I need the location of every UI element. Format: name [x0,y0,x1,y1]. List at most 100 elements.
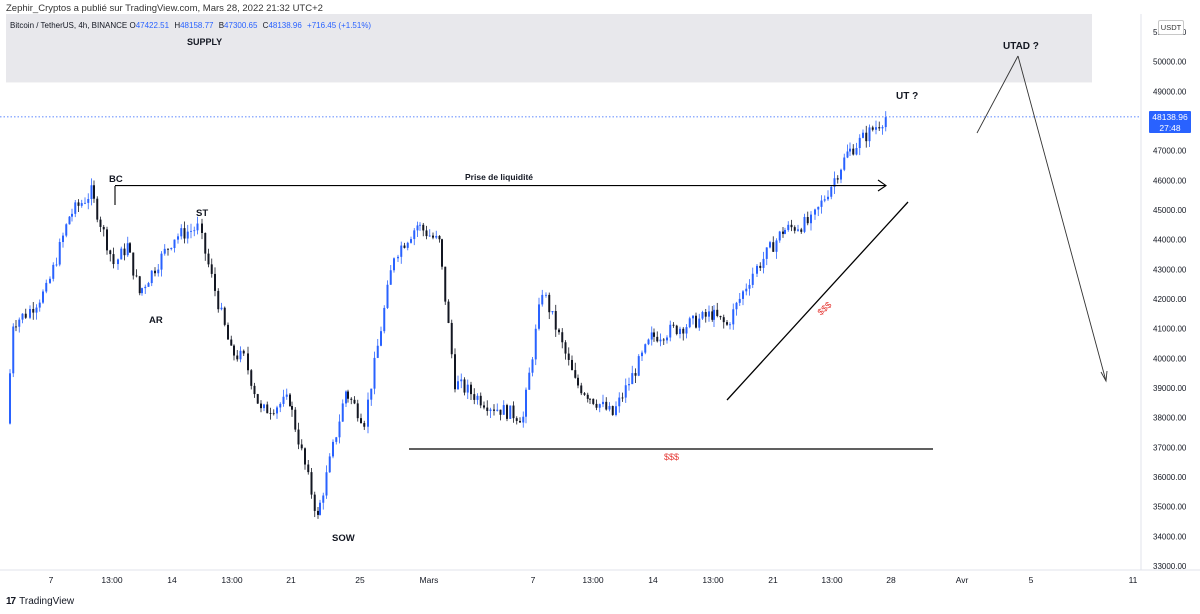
candle-up [855,148,858,155]
candle-up [335,437,338,442]
price-axis[interactable]: 33000.00 34000.00 35000.00 36000.00 37000.00… [1153,28,1187,571]
candle-down [138,276,141,294]
candle-up [466,384,469,393]
candle-down [656,336,659,342]
candle-up [55,264,58,266]
candle-down [470,384,472,395]
supply-label: SUPPLY [187,37,222,47]
candle-down [499,409,502,415]
candle-down [102,226,105,230]
candle-up [881,127,884,129]
candle-up [713,309,715,320]
candle-down [493,409,495,411]
y-tick-label: 37000.00 [1153,443,1187,452]
candle-up [551,311,554,313]
candle-down [719,315,722,318]
candle-down [350,398,353,400]
candle-down [605,401,608,410]
candle-up [784,229,786,234]
candle-down [363,423,366,427]
candle-up [370,388,373,400]
candle-down [479,395,482,406]
candle-up [823,199,826,201]
candle-down [567,353,570,360]
liquidity-arrow-label: Prise de liquidité [465,172,533,182]
candle-up [173,239,176,249]
candle-up [756,265,758,274]
candle-down [463,379,466,393]
candle-up [698,318,701,328]
tradingview-logo-icon: 17 [6,596,16,607]
candle-up [669,324,672,338]
candle-down [554,311,557,330]
x-tick-label: 13:00 [821,575,843,585]
candle-up [65,224,68,236]
candle-up [38,302,41,308]
candle-down [878,127,881,129]
brand-name[interactable]: TradingView [19,596,75,607]
candle-up [641,352,643,357]
candle-up [644,344,647,353]
candle-up [598,404,601,408]
candle-up [157,269,160,274]
y-tick-label: 33000.00 [1153,562,1187,571]
candle-down [506,405,508,419]
candle-up [193,230,196,232]
candle-up [21,313,24,320]
candle-up [120,248,123,260]
candle-up [180,228,183,237]
candle-up [502,405,505,415]
y-tick-label: 46000.00 [1153,176,1187,185]
candle-down [269,413,272,415]
candle-down [574,370,577,378]
open-label: O [129,21,136,30]
candle-down [112,254,115,265]
candle-up [68,216,71,225]
candle-down [183,228,186,239]
x-tick-label: 21 [768,575,778,585]
candle-up [496,409,499,411]
y-tick-label: 42000.00 [1153,295,1187,304]
candle-down [682,328,685,334]
low-value: 47300.65 [224,21,258,30]
candle-down [726,322,728,325]
candle-down [558,329,560,333]
candle-down [96,198,99,220]
symbol-name[interactable]: Bitcoin / TetherUS, 4h, BINANCE [10,21,128,30]
candle-up [29,308,31,318]
candle-down [586,394,589,399]
currency-selector[interactable]: USDT [1158,20,1184,35]
candle-down [653,332,655,337]
candle-down [313,494,316,511]
candle-down [297,429,300,445]
utad-up-line [976,55,1019,134]
candle-down [207,253,210,265]
candle-down [250,370,253,386]
candle-up [762,258,765,268]
candle-up [282,396,285,404]
candle-down [806,217,809,224]
candle-down [223,307,226,325]
candle-down [716,309,719,316]
candle-up [9,373,11,424]
candle-down [24,313,27,318]
candle-up [666,337,668,341]
publisher-line: Zephir_Cryptos a publié sur TradingView.… [6,3,323,14]
candle-up [817,206,820,210]
candle-down [432,235,434,238]
candle-up [489,409,492,412]
sow-label: SOW [332,533,355,544]
time-axis[interactable]: 7 13:00 14 13:00 21 25 Mars 7 13:00 14 13:00 21 13:0… [49,575,1138,585]
x-tick-label: 11 [1129,575,1138,585]
candle-up [729,324,731,326]
candle-up [186,231,189,239]
candle-down [722,317,725,323]
x-tick-label: 7 [531,575,536,585]
candle-down [236,355,239,360]
candle-up [263,404,265,409]
candle-down [32,308,35,313]
candle-down [266,404,269,414]
candle-up [685,327,688,334]
candle-up [338,421,341,438]
